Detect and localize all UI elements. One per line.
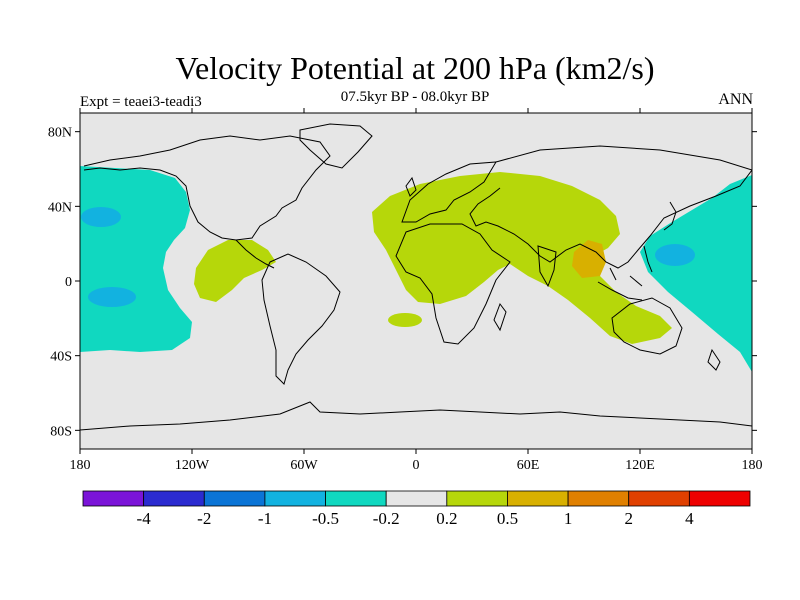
colorbar-label: -2 xyxy=(197,509,211,528)
coast-south-america xyxy=(261,253,341,385)
lon-tick-label: 120E xyxy=(625,458,655,473)
colorbar-box xyxy=(203,490,266,507)
contour-positive-eurasia-africa xyxy=(372,172,672,344)
coast-india xyxy=(537,245,557,288)
colorbar-label: -0.5 xyxy=(312,509,339,528)
colorbar-label: 2 xyxy=(624,509,633,528)
colorbar-box xyxy=(628,490,690,507)
colorbar: -4 -2 -1 -0.5 -0.2 0.2 0.5 1 2 4 xyxy=(82,490,751,528)
colorbar-box xyxy=(143,490,205,507)
experiment-label: Expt = teaei3-teadi3 xyxy=(80,94,202,110)
contour-min-west-pacific xyxy=(655,244,695,266)
colorbar-label: -0.2 xyxy=(373,509,400,528)
coast-indonesia xyxy=(597,267,643,301)
colorbar-box xyxy=(325,490,387,507)
contour-fill-layer xyxy=(80,166,752,372)
lon-tick-label: 0 xyxy=(413,458,420,473)
latitude-axis: 80N 40N 0 40S 80S xyxy=(48,126,757,439)
colorbar-label: -4 xyxy=(137,509,152,528)
lat-tick-label: 40S xyxy=(50,350,72,365)
colorbar-box xyxy=(688,490,751,507)
colorbar-box xyxy=(567,490,630,507)
coast-japan xyxy=(663,201,677,231)
colorbar-label: 4 xyxy=(685,509,694,528)
plot-subtitle: 07.5kyr BP - 08.0kyr BP xyxy=(340,89,490,105)
colorbar-label: -1 xyxy=(258,509,272,528)
season-label: ANN xyxy=(718,91,753,108)
colorbar-box xyxy=(264,490,326,507)
lat-tick-label: 0 xyxy=(65,275,72,290)
colorbar-box xyxy=(82,490,145,507)
coast-europe xyxy=(401,161,497,223)
coast-australia xyxy=(611,297,683,355)
coastlines xyxy=(80,123,752,431)
contour-positive-central-america xyxy=(194,240,276,302)
plot-title: Velocity Potential at 200 hPa (km2/s) xyxy=(175,50,655,86)
colorbar-box xyxy=(446,490,508,507)
coast-new-zealand xyxy=(707,348,721,371)
coast-greenland xyxy=(299,123,373,169)
colorbar-box xyxy=(385,490,448,507)
lat-tick-label: 80N xyxy=(48,126,72,141)
contour-negative-west-pacific xyxy=(640,175,752,372)
coast-asia xyxy=(469,145,752,269)
coast-africa xyxy=(395,223,511,345)
lon-tick-label: 120W xyxy=(175,458,210,473)
longitude-axis: 180 120W 60W 0 60E 120E 180 xyxy=(70,108,763,473)
coast-uk xyxy=(405,176,417,197)
coast-north-america xyxy=(83,135,331,241)
lon-tick-label: 180 xyxy=(70,458,91,473)
lon-tick-label: 180 xyxy=(742,458,763,473)
colorbar-label: 1 xyxy=(564,509,573,528)
colorbar-box xyxy=(507,490,569,507)
colorbar-label: 0.2 xyxy=(436,509,457,528)
lon-tick-label: 60W xyxy=(290,458,318,473)
coast-philippines xyxy=(643,245,653,273)
coast-antarctica xyxy=(80,401,752,431)
lat-tick-label: 40N xyxy=(48,200,72,215)
coast-madagascar xyxy=(493,302,507,332)
contour-max-maritime-continent xyxy=(572,240,606,278)
colorbar-label: 0.5 xyxy=(497,509,518,528)
contour-positive-south-atlantic xyxy=(388,313,422,327)
lat-tick-label: 80S xyxy=(50,424,72,439)
contour-min-pacific-north xyxy=(81,207,121,227)
contour-min-pacific-south xyxy=(88,287,136,307)
lon-tick-label: 60E xyxy=(517,458,540,473)
